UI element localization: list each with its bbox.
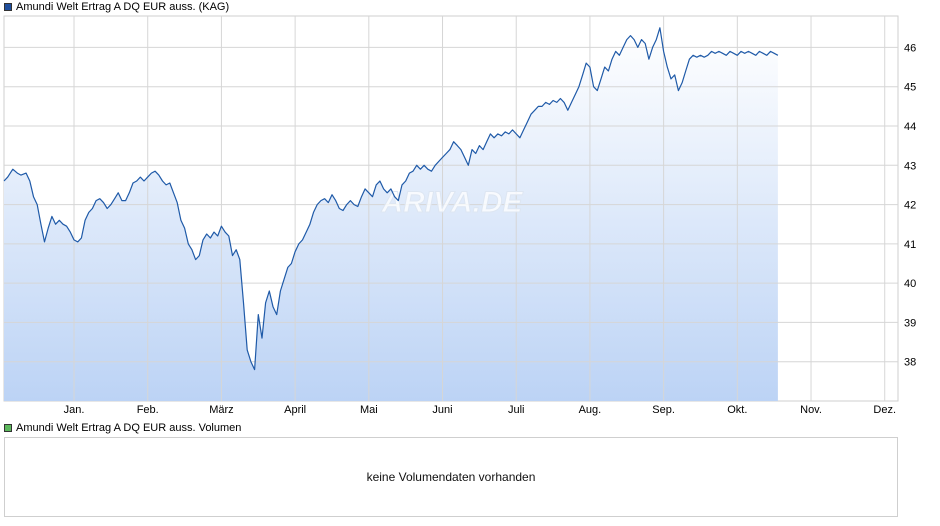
x-tick-label: April [284,404,306,416]
volume-legend-label: Amundi Welt Ertrag A DQ EUR auss. Volume… [16,422,242,434]
x-tick-label: Mai [360,404,378,416]
y-tick-label: 42 [904,200,916,212]
price-legend: Amundi Welt Ertrag A DQ EUR auss. (KAG) [4,0,229,14]
price-legend-label: Amundi Welt Ertrag A DQ EUR auss. (KAG) [16,1,230,13]
x-tick-label: Dez. [873,404,896,416]
y-tick-label: 40 [904,278,916,290]
price-area-fill [4,27,778,402]
y-tick-label: 39 [904,317,916,329]
y-tick-label: 46 [904,42,916,54]
volume-legend: Amundi Welt Ertrag A DQ EUR auss. Volume… [4,421,241,435]
no-volume-message: keine Volumendaten vorhanden [366,470,536,484]
price-line [3,27,779,371]
x-tick-label: März [209,404,233,416]
y-tick-label: 45 [904,82,916,94]
x-tick-label: Sep. [652,404,675,416]
y-tick-label: 41 [904,239,916,251]
y-tick-label: 44 [904,121,916,133]
x-tick-label: Juli [508,404,525,416]
x-tick-label: Jan. [64,404,85,416]
watermark-logo: ARIVA.DE [380,186,523,219]
volume-panel: keine Volumendaten vorhanden [4,437,898,517]
x-tick-label: Feb. [137,404,159,416]
price-legend-swatch [4,3,12,11]
volume-legend-swatch [4,424,12,432]
price-chart: 38 39 40 41 42 43 44 45 46 Jan. Feb. März April Mai Ju… [3,15,916,416]
y-tick-label: 38 [904,357,916,369]
x-tick-label: Juni [432,404,452,416]
x-tick-label: Nov. [800,404,822,416]
x-tick-label: Aug. [579,404,602,416]
y-tick-label: 43 [904,160,916,172]
x-tick-label: Okt. [727,404,747,416]
